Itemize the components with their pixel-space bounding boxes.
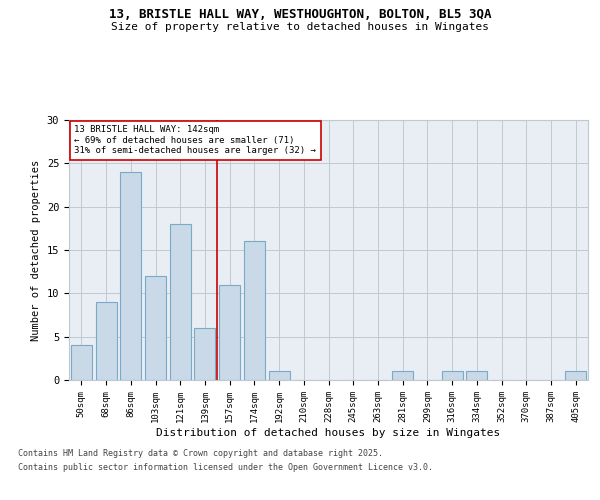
Bar bbox=[565, 372, 586, 380]
Bar bbox=[145, 276, 166, 380]
Text: Size of property relative to detached houses in Wingates: Size of property relative to detached ho… bbox=[111, 22, 489, 32]
Bar bbox=[244, 242, 265, 380]
Bar bbox=[269, 372, 290, 380]
Text: Contains public sector information licensed under the Open Government Licence v3: Contains public sector information licen… bbox=[18, 464, 433, 472]
Bar bbox=[219, 284, 240, 380]
Text: 13 BRISTLE HALL WAY: 142sqm
← 69% of detached houses are smaller (71)
31% of sem: 13 BRISTLE HALL WAY: 142sqm ← 69% of det… bbox=[74, 125, 316, 155]
X-axis label: Distribution of detached houses by size in Wingates: Distribution of detached houses by size … bbox=[157, 428, 500, 438]
Bar bbox=[170, 224, 191, 380]
Bar bbox=[71, 346, 92, 380]
Text: 13, BRISTLE HALL WAY, WESTHOUGHTON, BOLTON, BL5 3QA: 13, BRISTLE HALL WAY, WESTHOUGHTON, BOLT… bbox=[109, 8, 491, 20]
Bar bbox=[392, 372, 413, 380]
Bar bbox=[466, 372, 487, 380]
Bar bbox=[120, 172, 141, 380]
Bar bbox=[442, 372, 463, 380]
Bar bbox=[95, 302, 116, 380]
Text: Contains HM Land Registry data © Crown copyright and database right 2025.: Contains HM Land Registry data © Crown c… bbox=[18, 448, 383, 458]
Bar bbox=[194, 328, 215, 380]
Y-axis label: Number of detached properties: Number of detached properties bbox=[31, 160, 41, 340]
